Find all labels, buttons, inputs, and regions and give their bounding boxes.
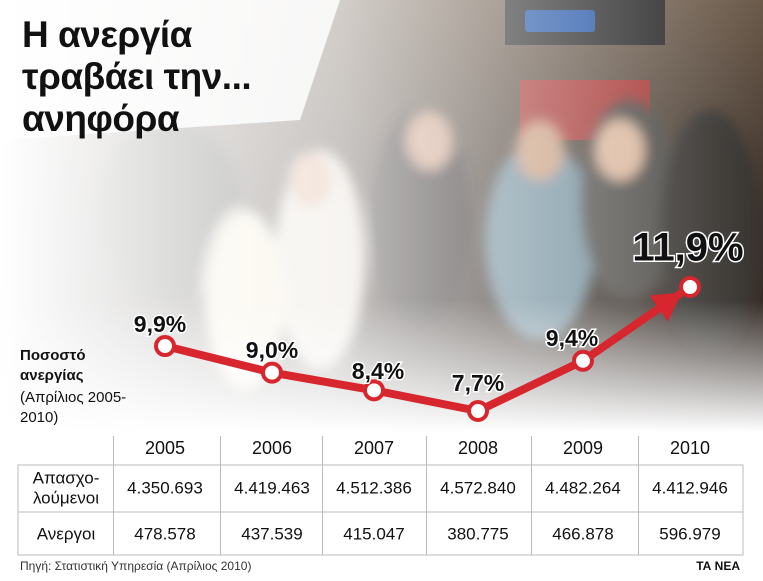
x-tick-label: 2006 — [252, 438, 292, 458]
row-label: Ανεργοι — [37, 524, 96, 543]
x-tick-label: 2005 — [145, 438, 185, 458]
value-label: 9,0% — [246, 337, 298, 363]
table-cell: 4.419.463 — [234, 478, 310, 497]
table-cell: 4.350.693 — [127, 478, 203, 497]
point — [154, 335, 176, 358]
table-cell: 4.512.386 — [336, 478, 412, 497]
table-cell: 466.878 — [552, 524, 613, 543]
value-label: 8,4% — [352, 358, 404, 384]
brand: ΤΑ ΝΕΑ — [696, 559, 740, 573]
x-tick-label: 2009 — [563, 438, 603, 458]
background-photo — [0, 0, 763, 432]
chart-title: Η ανεργία τραβάει την... ανηφόρα — [22, 14, 252, 139]
table-cell: 4.412.946 — [652, 478, 728, 497]
table-cell: 596.979 — [659, 524, 720, 543]
value-label: 11,9% — [632, 226, 743, 270]
point — [572, 349, 594, 372]
table-cell: 415.047 — [343, 524, 404, 543]
point — [467, 400, 489, 422]
row-label: λούμενοι — [33, 488, 99, 507]
x-tick-label: 2008 — [458, 438, 498, 458]
x-tick-label: 2007 — [354, 438, 394, 458]
value-label: 9,9% — [134, 311, 186, 337]
y-axis-note: (Απρίλιος 2005-2010) — [20, 389, 127, 426]
table-cell: 380.775 — [447, 524, 508, 543]
value-label: 9,4% — [546, 325, 598, 351]
table-cell: 4.482.264 — [545, 478, 621, 497]
table-cell: 478.578 — [134, 524, 195, 543]
table-cell: 4.572.840 — [440, 478, 516, 497]
point — [679, 276, 701, 298]
table-cell: 437.539 — [241, 524, 302, 543]
arrow-head — [649, 292, 682, 322]
point — [261, 361, 283, 384]
source: Πηγή: Στατιστική Υπηρεσία (Απρίλιος 2010… — [20, 559, 251, 573]
value-label: 7,7% — [452, 370, 504, 396]
table-frame — [17, 464, 744, 556]
line — [164, 283, 693, 415]
point — [363, 379, 385, 402]
x-tick-label: 2010 — [670, 438, 710, 458]
y-axis-label: Ποσοστό ανεργίας — [20, 347, 86, 384]
row-label: Απασχο- — [33, 468, 100, 487]
